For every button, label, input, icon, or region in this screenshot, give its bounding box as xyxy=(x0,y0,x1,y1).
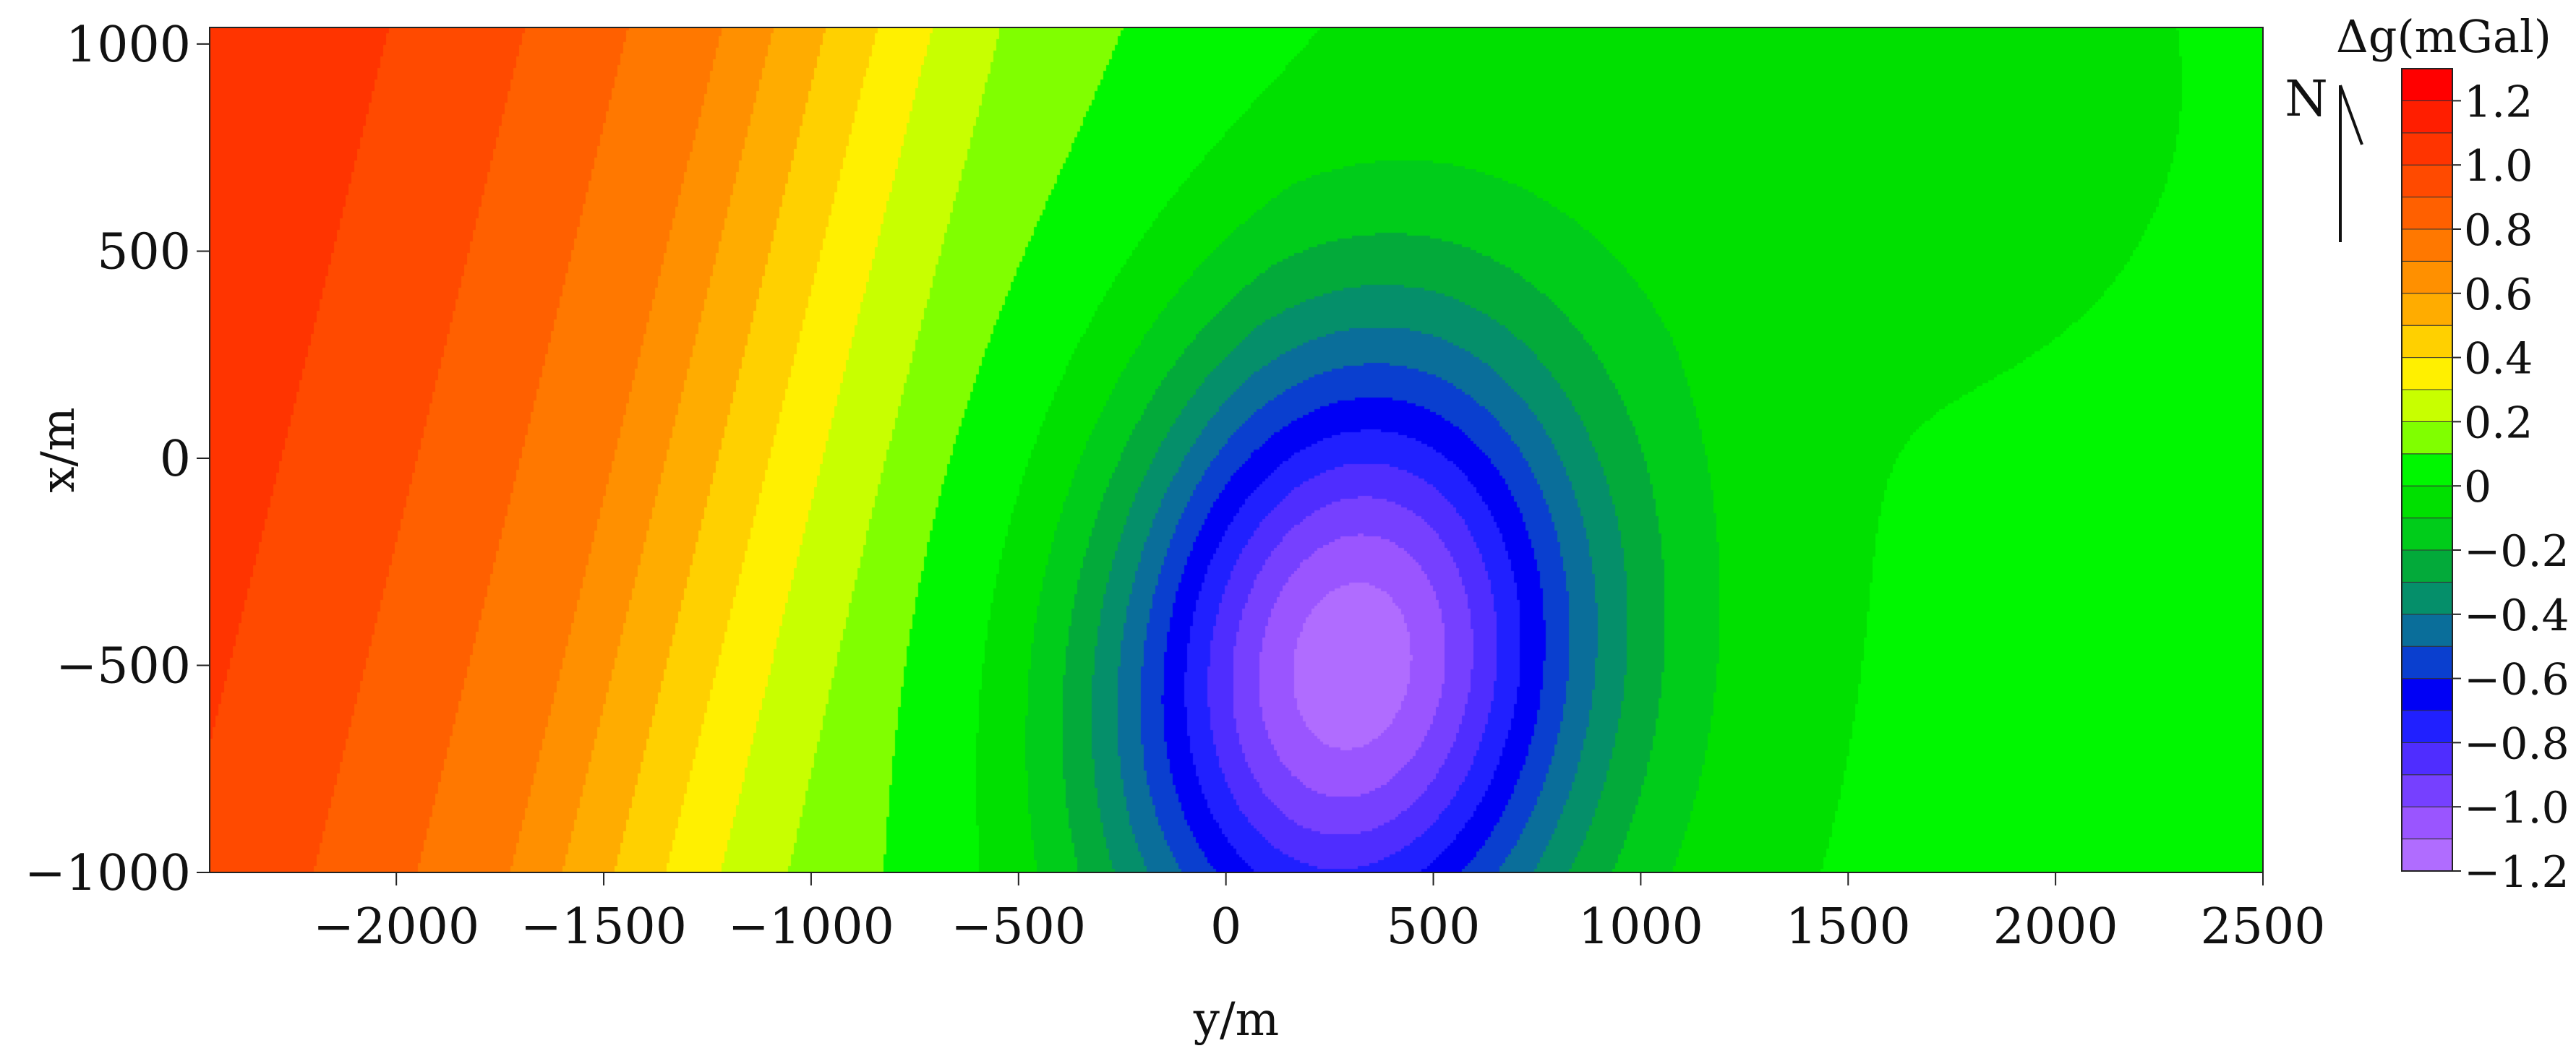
x-tick-label: −1000 xyxy=(728,898,894,956)
colorbar-swatch xyxy=(2401,197,2453,230)
colorbar-tick-label: 0.6 xyxy=(2464,270,2533,320)
colorbar-tick-label: −1.2 xyxy=(2464,847,2569,898)
colorbar-swatch xyxy=(2401,357,2453,390)
y-tick-label: −1000 xyxy=(25,845,191,902)
y-tick-label: 500 xyxy=(97,223,191,280)
colorbar-tick-label: 1.0 xyxy=(2464,141,2533,192)
x-tick-label: 1000 xyxy=(1578,898,1703,956)
x-tick-label: 0 xyxy=(1210,898,1241,956)
x-axis-label: y/m xyxy=(1193,993,1279,1047)
colorbar-swatch xyxy=(2401,325,2453,359)
colorbar-swatch xyxy=(2401,549,2453,583)
colorbar-swatch xyxy=(2401,293,2453,326)
y-tick-label: 0 xyxy=(160,431,191,488)
x-tick-label: 2000 xyxy=(1993,898,2118,956)
x-axis: −2000 −1500 −1000 −500 0 500 1000 1500 2000 2500 xyxy=(313,872,2326,956)
colorbar-tick-label: 0 xyxy=(2464,462,2491,512)
colorbar-tick-label: −0.4 xyxy=(2464,591,2569,641)
colorbar: 1.2 1.0 0.8 0.6 0.4 0.2 0 −0.2 −0.4 −0.6 −0.8 −1.0 −… xyxy=(2401,68,2569,898)
x-tick-label: 500 xyxy=(1387,898,1481,956)
colorbar-tick-label: 1.2 xyxy=(2464,77,2533,127)
colorbar-swatch xyxy=(2401,421,2453,455)
colorbar-swatch xyxy=(2401,742,2453,776)
colorbar-swatch xyxy=(2401,485,2453,519)
north-arrow-label: N xyxy=(2285,71,2328,128)
plot-frame xyxy=(209,27,2264,873)
colorbar-swatch xyxy=(2401,453,2453,486)
colorbar-frame xyxy=(2401,68,2453,872)
colorbar-swatch xyxy=(2401,260,2453,294)
colorbar-swatch xyxy=(2401,645,2453,679)
colorbar-swatch xyxy=(2401,132,2453,166)
colorbar-swatch xyxy=(2401,228,2453,262)
colorbar-swatch xyxy=(2401,164,2453,198)
x-tick-label: −500 xyxy=(951,898,1086,956)
colorbar-swatch xyxy=(2401,838,2453,872)
colorbar-swatch xyxy=(2401,806,2453,840)
colorbar-tick-label: 0.8 xyxy=(2464,205,2533,256)
colorbar-swatch xyxy=(2401,774,2453,807)
colorbar-tick-label: −0.2 xyxy=(2464,526,2569,577)
colorbar-tick-label: 0.2 xyxy=(2464,398,2533,448)
colorbar-swatch xyxy=(2401,100,2453,134)
colorbar-swatch xyxy=(2401,68,2453,101)
colorbar-tick-label: 0.4 xyxy=(2464,334,2533,385)
colorbar-swatch xyxy=(2401,581,2453,615)
x-tick-label: 2500 xyxy=(2200,898,2325,956)
colorbar-tick-label: −1.0 xyxy=(2464,783,2569,833)
contour-fill xyxy=(210,27,2263,872)
colorbar-swatch xyxy=(2401,678,2453,711)
colorbar-tick-label: −0.8 xyxy=(2464,718,2569,769)
y-tick-label: −500 xyxy=(56,638,191,695)
colorbar-tick-label: −0.6 xyxy=(2464,655,2569,705)
contour-raster xyxy=(210,27,2263,872)
colorbar-swatch xyxy=(2401,614,2453,647)
y-axis: 1000 500 0 −500 −1000 xyxy=(25,17,210,902)
x-tick-label: −2000 xyxy=(313,898,479,956)
colorbar-swatch xyxy=(2401,710,2453,743)
x-tick-label: −1500 xyxy=(521,898,687,956)
colorbar-swatch xyxy=(2401,518,2453,551)
north-arrow-icon: N xyxy=(2285,71,2363,242)
x-tick-label: 1500 xyxy=(1786,898,1911,956)
colorbar-swatch xyxy=(2401,389,2453,422)
y-axis-label: x/m xyxy=(32,407,85,492)
colorbar-title: Δg(mGal) xyxy=(2336,10,2551,63)
y-tick-label: 1000 xyxy=(66,17,191,74)
